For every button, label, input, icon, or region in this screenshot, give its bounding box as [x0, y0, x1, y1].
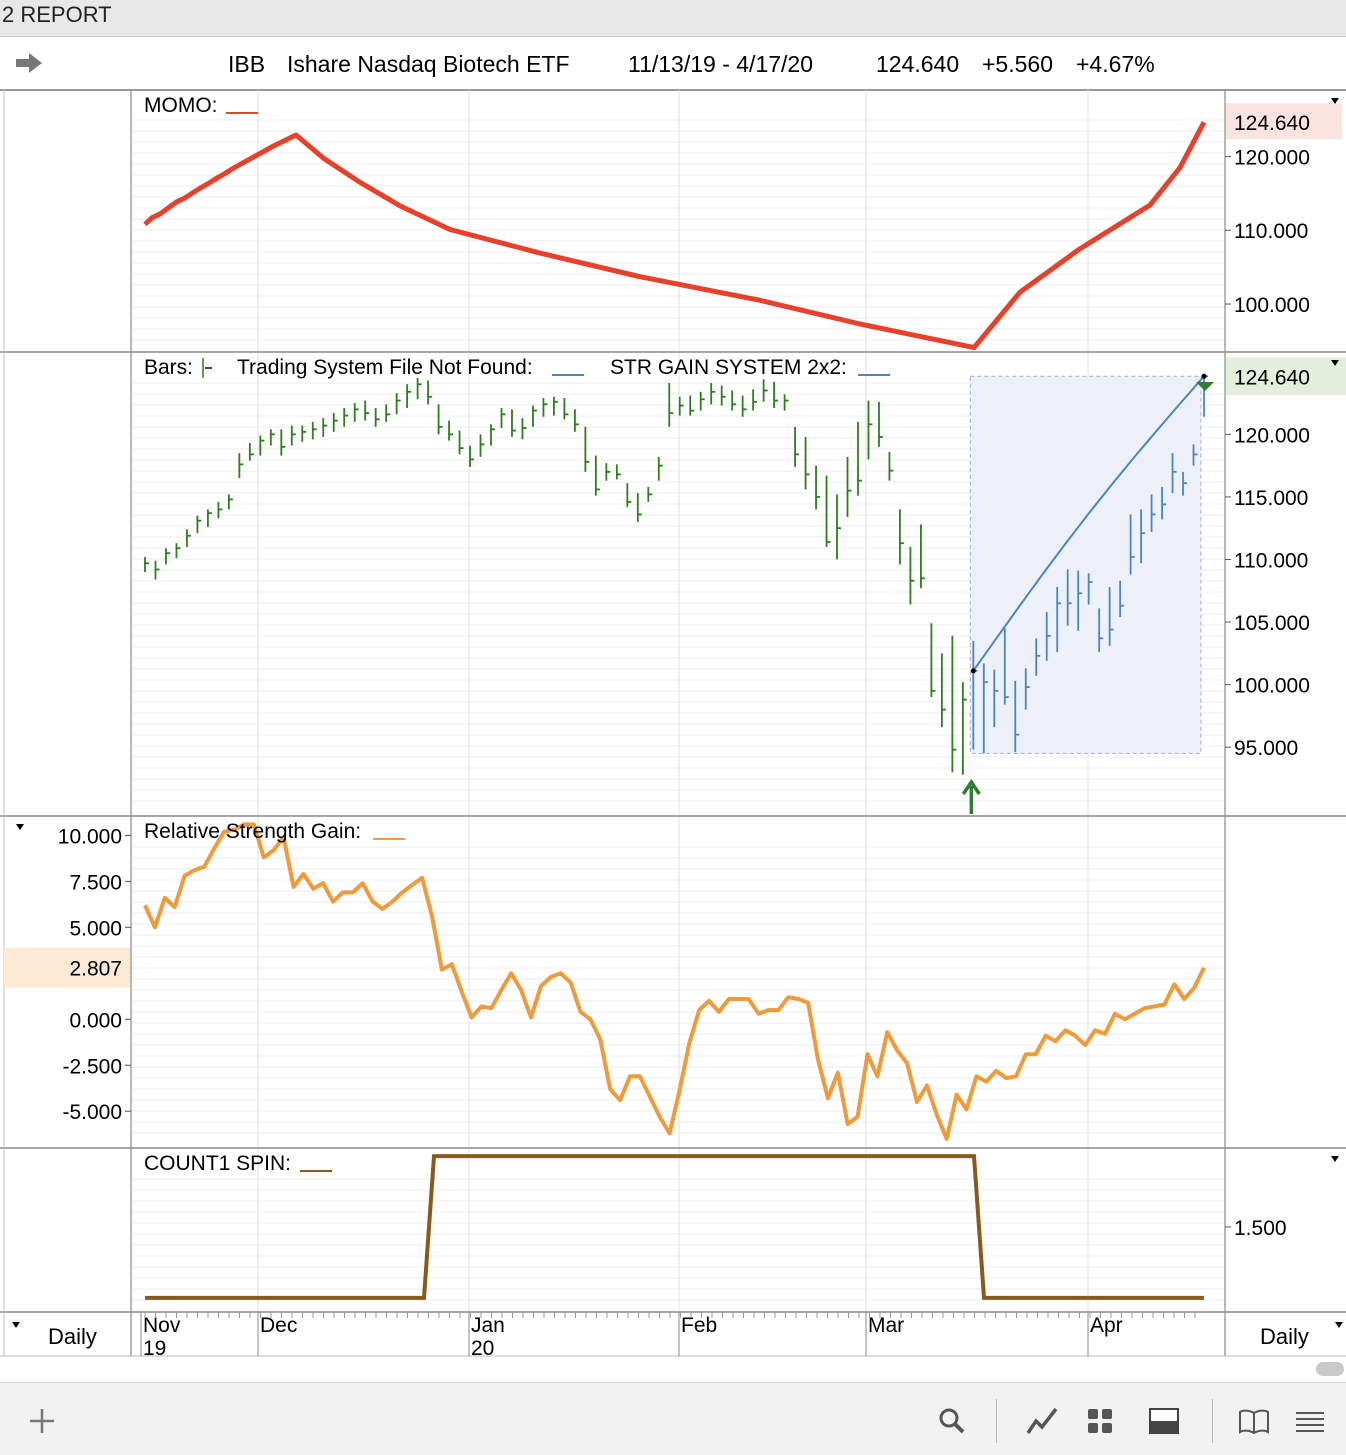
periodicity-left[interactable]: Daily	[48, 1324, 97, 1349]
last-price: 124.640	[876, 51, 960, 77]
bars-title: Bars:	[144, 356, 193, 379]
month-label-jan: Jan	[471, 1314, 505, 1337]
rsg-line	[143, 822, 1206, 1141]
toolbar-divider	[996, 1399, 997, 1443]
momo-last-value-tag	[1226, 103, 1342, 140]
periodicity-left-menu-icon[interactable]	[12, 1322, 20, 1328]
bottom-toolbar	[0, 1382, 1346, 1455]
rsg-y-tick-label: 0.000	[69, 1009, 122, 1032]
bars-y-tick-label: 115.000	[1234, 487, 1308, 510]
security-name: Ishare Nasdaq Biotech ETF	[287, 51, 570, 77]
month-label-mar: Mar	[868, 1314, 904, 1337]
bars-y-tick-label: 95.000	[1234, 737, 1298, 760]
rsg-y-tick-label: 5.000	[69, 917, 122, 940]
bars-last-value-tag	[1226, 357, 1346, 396]
chart-header: IBB Ishare Nasdaq Biotech ETF 11/13/19 -…	[0, 37, 1346, 91]
str-gain-line	[972, 375, 1205, 672]
panel2-menu-icon[interactable]	[1331, 360, 1339, 366]
bars-last-value: 124.640	[1234, 366, 1310, 389]
count-spin-line	[145, 1154, 1204, 1300]
price-change: +5.560	[982, 51, 1053, 77]
trading-system-legend: Trading System File Not Found:	[237, 356, 533, 379]
momo-title: MOMO:	[144, 94, 218, 117]
year-label: 19	[143, 1337, 166, 1360]
periodicity-right[interactable]: Daily	[1260, 1324, 1309, 1349]
buy-signal-arrow-icon	[961, 778, 981, 814]
date-range: 11/13/19 - 4/17/20	[628, 51, 813, 77]
chart-area[interactable]: MOMO: 120.000 110.000 100.000 124.640 Bars: Tr…	[0, 0, 1346, 1382]
search-icon[interactable]	[934, 1403, 970, 1439]
count-y-tick-label: 1.500	[1234, 1217, 1287, 1240]
list-icon[interactable]	[1292, 1403, 1328, 1439]
str-gain-start-point	[970, 668, 976, 674]
periodicity-right-menu-icon[interactable]	[1335, 1322, 1343, 1328]
momo-line	[143, 121, 1207, 351]
grid-icon[interactable]	[1082, 1403, 1118, 1439]
bars-y-tick-label: 110.000	[1234, 549, 1308, 572]
bars-y-tick-label: 120.000	[1234, 424, 1310, 447]
rsg-y-tick-label: 10.000	[58, 825, 122, 848]
toolbar-divider	[1212, 1399, 1213, 1443]
str-gain-end-point	[1201, 373, 1207, 379]
month-label-nov: Nov	[143, 1314, 181, 1337]
panel4-menu-icon[interactable]	[1331, 1156, 1339, 1162]
horizontal-scroll-thumb[interactable]	[1316, 1362, 1344, 1376]
rsg-title: Relative Strength Gain:	[144, 820, 361, 843]
rsg-y-tick-label: -2.500	[62, 1055, 122, 1078]
panel-icon[interactable]	[1146, 1403, 1182, 1439]
arrow-right-icon[interactable]	[14, 51, 44, 75]
signal-marker-icon	[1196, 382, 1214, 391]
plus-icon[interactable]	[24, 1403, 60, 1439]
symbol-label: IBB	[228, 51, 266, 77]
rsg-y-tick-label: 7.500	[69, 871, 122, 894]
momo-y-tick-label: 120.000	[1234, 146, 1310, 169]
panel1-menu-icon[interactable]	[1331, 98, 1339, 104]
book-icon[interactable]	[1236, 1403, 1272, 1439]
window-title: 2 REPORT	[2, 2, 112, 27]
rsg-last-value: 2.807	[69, 958, 122, 981]
window-title-bar: 2 REPORT	[0, 0, 1346, 37]
line-chart-icon[interactable]	[1024, 1403, 1060, 1439]
year-label: 20	[471, 1337, 494, 1360]
momo-last-value: 124.640	[1234, 112, 1310, 135]
rsg-last-value-tag	[4, 947, 130, 988]
rsg-y-tick-label: -5.000	[62, 1101, 122, 1124]
bars-y-tick-label: 105.000	[1234, 612, 1310, 635]
month-label-dec: Dec	[260, 1314, 297, 1337]
momo-y-tick-label: 110.000	[1234, 220, 1308, 243]
bars-y-tick-label: 100.000	[1234, 675, 1310, 698]
month-label-apr: Apr	[1090, 1314, 1123, 1337]
momo-y-tick-label: 100.000	[1234, 294, 1310, 317]
panel3-menu-icon[interactable]	[16, 824, 24, 830]
month-label-feb: Feb	[681, 1314, 717, 1337]
str-gain-box	[969, 375, 1202, 754]
price-change-percent: +4.67%	[1076, 51, 1155, 77]
count-spin-title: COUNT1 SPIN:	[144, 1152, 291, 1175]
str-gain-legend: STR GAIN SYSTEM 2x2:	[610, 356, 847, 379]
